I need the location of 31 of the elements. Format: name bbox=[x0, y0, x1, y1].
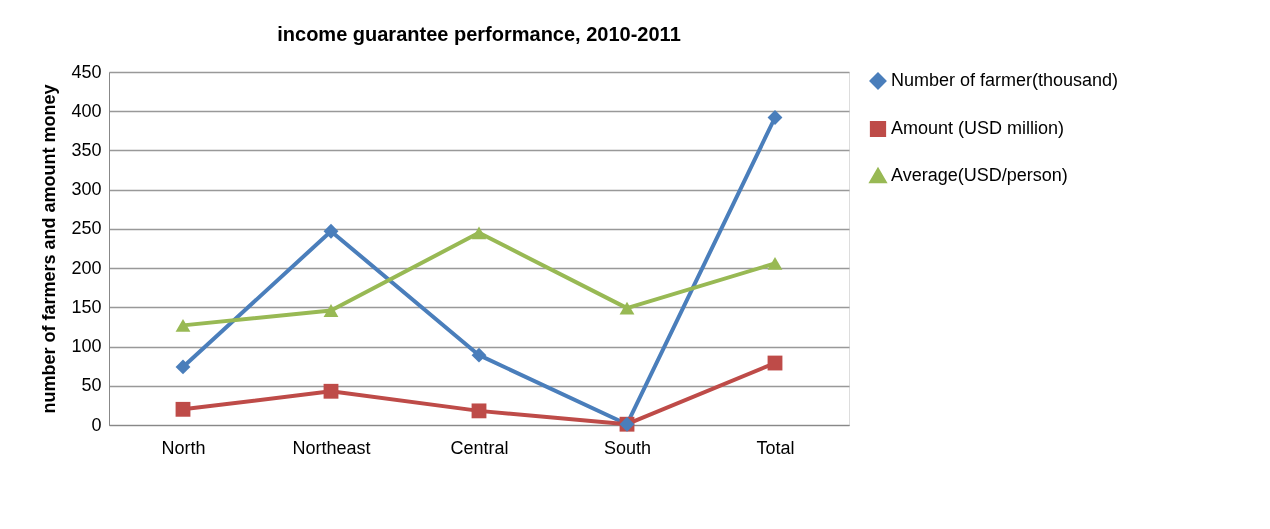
y-tick-label: 400 bbox=[71, 100, 102, 121]
y-axis-title: number of farmers and amount money bbox=[39, 84, 60, 414]
y-tick-label: 250 bbox=[71, 218, 102, 239]
y-tick-label: 50 bbox=[81, 375, 102, 396]
point bbox=[175, 401, 191, 417]
x-tick-label: Northeast bbox=[292, 437, 371, 458]
point bbox=[323, 223, 339, 239]
point bbox=[175, 359, 191, 375]
y-tick-label: 100 bbox=[71, 336, 102, 357]
x-tick-label: Central bbox=[450, 437, 509, 458]
point bbox=[471, 403, 487, 419]
point bbox=[471, 347, 487, 363]
point bbox=[767, 256, 783, 270]
x-tick-label: North bbox=[161, 437, 206, 458]
legend-label: Amount (USD million) bbox=[891, 118, 1065, 138]
point bbox=[619, 301, 635, 315]
x-tick-label: South bbox=[603, 437, 652, 458]
y-tick-label: 350 bbox=[71, 139, 102, 160]
y-tick-label: 0 bbox=[91, 414, 102, 435]
y-tick-label: 300 bbox=[71, 179, 102, 200]
point bbox=[323, 304, 339, 317]
point bbox=[471, 226, 487, 240]
legend-label: Number of farmer(thousand) bbox=[891, 70, 1119, 90]
legend-label: Average(USD/person) bbox=[891, 165, 1068, 185]
x-tick-label: Total bbox=[756, 437, 795, 458]
y-tick-label: 450 bbox=[71, 61, 102, 82]
y-tick-label: 200 bbox=[71, 257, 102, 278]
point bbox=[175, 318, 191, 332]
chart-title: income guarantee performance, 2010-2011 bbox=[277, 23, 681, 45]
point bbox=[323, 383, 339, 399]
y-tick-label: 150 bbox=[71, 296, 102, 317]
